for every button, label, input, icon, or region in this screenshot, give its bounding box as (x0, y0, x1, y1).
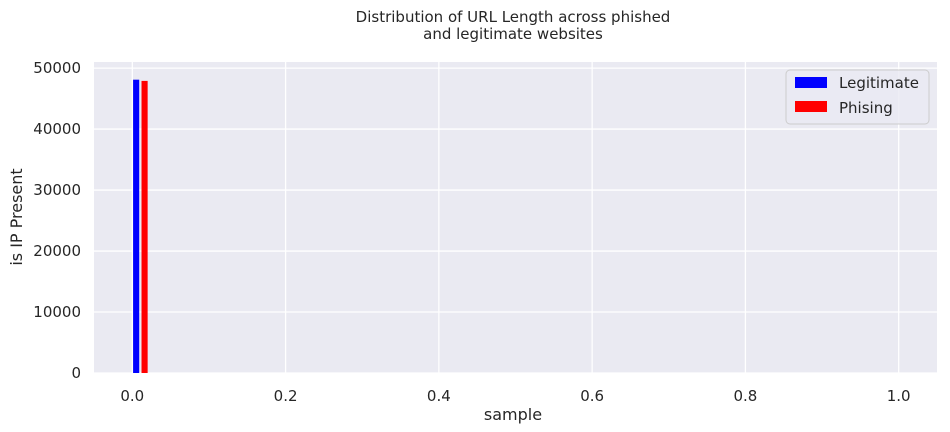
y-tick-labels: 0 10000 20000 30000 40000 50000 (33, 59, 81, 382)
bar-legitimate (133, 79, 140, 373)
legend: Legitimate Phising (785, 69, 930, 125)
x-tick-label: 0.0 (120, 387, 144, 405)
chart-title-line-1: Distribution of URL Length across phishe… (356, 8, 671, 26)
x-tick-labels: 0.0 0.2 0.4 0.6 0.8 1.0 (120, 387, 910, 405)
grid-lines (94, 62, 937, 374)
legend-label-legitimate: Legitimate (839, 74, 919, 92)
x-tick-label: 0.4 (427, 387, 451, 405)
y-tick-label: 10000 (33, 303, 81, 321)
bar-phising (141, 80, 148, 373)
y-axis-label: is IP Present (7, 168, 26, 265)
legend-label-phising: Phising (839, 99, 893, 117)
y-tick-label: 0 (71, 364, 81, 382)
legend-swatch-phising (795, 101, 827, 112)
x-tick-label: 1.0 (887, 387, 911, 405)
legend-swatch-legitimate (795, 77, 827, 88)
x-tick-label: 0.6 (580, 387, 604, 405)
y-tick-label: 30000 (33, 181, 81, 199)
chart-title-line-2: and legitimate websites (423, 25, 603, 43)
bars (133, 79, 148, 373)
x-tick-label: 0.2 (274, 387, 298, 405)
y-tick-label: 20000 (33, 242, 81, 260)
x-axis-label: sample (484, 405, 542, 424)
y-tick-label: 50000 (33, 59, 81, 77)
y-tick-label: 40000 (33, 120, 81, 138)
x-tick-label: 0.8 (733, 387, 757, 405)
